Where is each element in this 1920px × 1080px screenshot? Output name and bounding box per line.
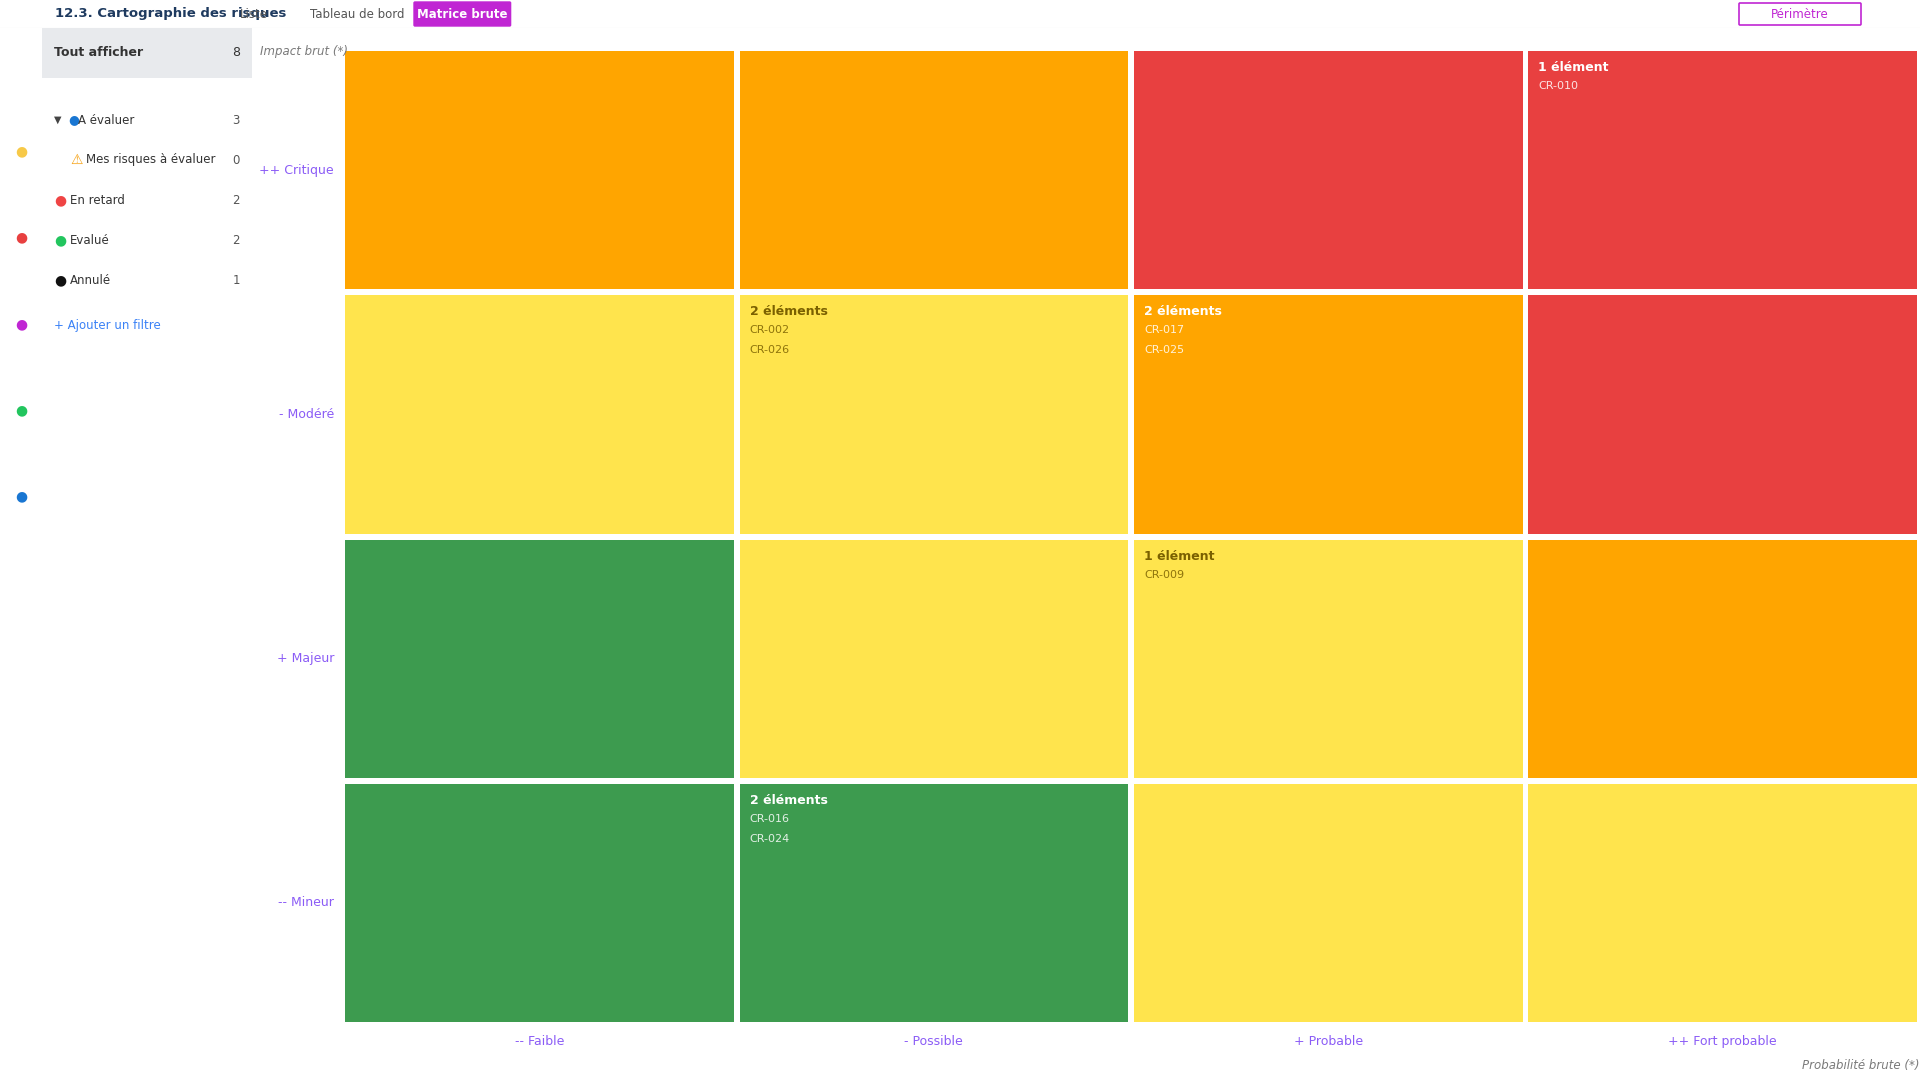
Text: 🔔: 🔔 [17,793,25,806]
Text: Impact brut (*): Impact brut (*) [259,45,348,58]
Text: CR-017: CR-017 [1144,325,1185,335]
Bar [739,784,1129,1022]
Text: 🌙: 🌙 [17,620,25,633]
Text: 👤: 👤 [17,1030,25,1043]
Text: Liste: Liste [240,8,269,21]
Bar [1135,51,1523,289]
Text: 1 élément: 1 élément [1144,550,1215,563]
Text: Evalué: Evalué [69,233,109,246]
Bar [1528,51,1916,289]
Text: ●: ● [15,490,27,503]
Bar [739,51,1129,289]
Text: Probabilité brute (*): Probabilité brute (*) [1803,1059,1920,1072]
Text: ▼: ▼ [54,114,61,125]
Text: ●: ● [54,273,65,287]
Text: 1: 1 [232,273,240,286]
Bar [1528,540,1916,778]
Text: - Possible: - Possible [904,1035,964,1048]
Text: ⚙: ⚙ [15,879,27,892]
Text: CR-016: CR-016 [749,813,789,824]
Bar [346,51,733,289]
Text: 0: 0 [232,153,240,166]
Bar [1135,784,1523,1022]
Text: 8: 8 [232,46,240,59]
Text: ●: ● [15,231,27,244]
Text: ++ Fort probable: ++ Fort probable [1668,1035,1778,1048]
Text: A évaluer: A évaluer [79,113,134,126]
Text: Mes risques à évaluer: Mes risques à évaluer [86,153,215,166]
Bar [1528,295,1916,534]
Text: Tableau de bord: Tableau de bord [309,8,405,21]
Bar [1135,540,1523,778]
Text: 📋: 📋 [17,706,25,719]
Bar [1135,295,1523,534]
Text: 3: 3 [232,113,240,126]
Text: ●: ● [15,404,27,417]
Bar [346,295,733,534]
Text: Tout afficher: Tout afficher [54,46,144,59]
Text: 2 éléments: 2 éléments [749,306,828,319]
Text: CR-009: CR-009 [1144,569,1185,580]
FancyBboxPatch shape [415,2,511,26]
Bar [739,540,1129,778]
Text: -- Mineur: -- Mineur [278,896,334,909]
Text: + Ajouter un filtre: + Ajouter un filtre [54,319,161,332]
Text: ●: ● [54,193,65,207]
Text: CR-024: CR-024 [749,834,789,843]
Text: CR-025: CR-025 [1144,346,1185,355]
Text: ●: ● [54,233,65,247]
Bar [42,28,252,78]
Text: ●: ● [67,113,79,126]
Text: Annulé: Annulé [69,273,111,286]
Text: - Modéré: - Modéré [278,408,334,421]
Text: ●: ● [15,145,27,158]
Text: 🌐: 🌐 [17,966,25,978]
Bar [346,540,733,778]
Text: Périmètre: Périmètre [1770,8,1830,21]
Text: CR-010: CR-010 [1538,81,1578,91]
Text: 2: 2 [232,233,240,246]
Bar [1528,784,1916,1022]
Text: ●: ● [15,318,27,330]
Text: ++ Critique: ++ Critique [259,164,334,177]
Text: CR-002: CR-002 [749,325,789,335]
Text: CR-026: CR-026 [749,346,789,355]
Text: 2: 2 [232,193,240,206]
Text: 12.3. Cartographie des risques: 12.3. Cartographie des risques [56,8,286,21]
Bar [739,295,1129,534]
Text: + Majeur: + Majeur [276,652,334,665]
Text: ⚠: ⚠ [69,153,83,167]
Text: + Probable: + Probable [1294,1035,1363,1048]
Text: 2 éléments: 2 éléments [1144,306,1221,319]
Text: 1 élément: 1 élément [1538,60,1609,75]
FancyBboxPatch shape [1740,3,1860,25]
Text: -- Faible: -- Faible [515,1035,564,1048]
Bar [346,784,733,1022]
Text: Matrice brute: Matrice brute [417,8,507,21]
Text: 2 éléments: 2 éléments [749,794,828,807]
Text: En retard: En retard [69,193,125,206]
